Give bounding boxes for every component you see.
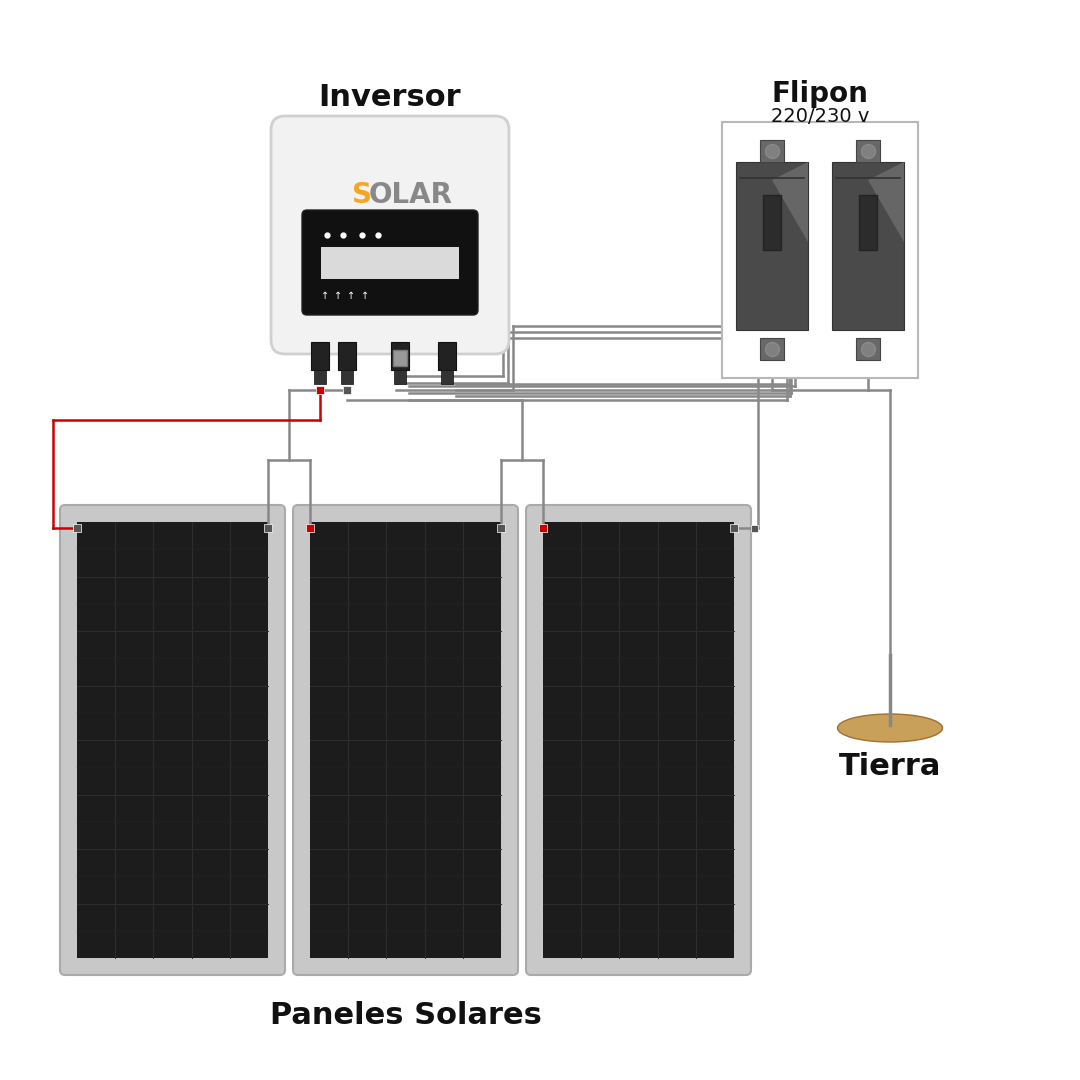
Text: S: S	[352, 181, 372, 210]
Bar	[338, 342, 356, 370]
Text: 220/230 v: 220/230 v	[771, 107, 869, 126]
Bar	[760, 140, 784, 162]
Bar	[306, 524, 314, 532]
Bar	[497, 524, 505, 532]
Bar	[341, 370, 353, 384]
Text: ↑: ↑	[321, 291, 329, 301]
Bar	[343, 386, 351, 394]
Text: ↑: ↑	[334, 291, 342, 301]
Text: ↑: ↑	[347, 291, 355, 301]
Bar	[751, 525, 757, 531]
FancyBboxPatch shape	[302, 210, 478, 315]
Text: ↑: ↑	[361, 291, 369, 301]
Bar	[393, 350, 407, 366]
Bar	[264, 524, 272, 532]
Bar	[441, 370, 453, 384]
Bar	[543, 522, 734, 958]
Polygon shape	[868, 162, 904, 242]
FancyBboxPatch shape	[293, 505, 518, 975]
Bar	[856, 140, 880, 162]
Bar	[438, 342, 456, 370]
Bar	[723, 122, 918, 378]
Bar	[735, 162, 808, 330]
FancyBboxPatch shape	[271, 116, 509, 354]
Bar	[310, 522, 501, 958]
Bar	[762, 195, 781, 249]
Text: Tierra: Tierra	[839, 752, 941, 781]
Bar	[730, 524, 738, 532]
Text: Paneles Solares: Paneles Solares	[270, 1000, 541, 1029]
Bar	[832, 162, 904, 330]
Bar	[73, 524, 81, 532]
Bar	[311, 342, 329, 370]
Bar	[760, 338, 784, 360]
FancyBboxPatch shape	[526, 505, 751, 975]
Bar	[77, 522, 268, 958]
Bar	[539, 524, 546, 532]
Bar	[314, 370, 326, 384]
Text: Flipon: Flipon	[771, 80, 868, 108]
Bar	[859, 195, 877, 249]
Text: OLAR: OLAR	[369, 181, 453, 210]
Bar	[856, 338, 880, 360]
Text: Inversor: Inversor	[319, 83, 461, 112]
Bar	[321, 247, 459, 279]
Bar	[316, 386, 324, 394]
Bar	[391, 342, 409, 370]
Ellipse shape	[837, 714, 943, 742]
Bar	[394, 370, 406, 384]
Polygon shape	[772, 162, 808, 242]
FancyBboxPatch shape	[60, 505, 285, 975]
